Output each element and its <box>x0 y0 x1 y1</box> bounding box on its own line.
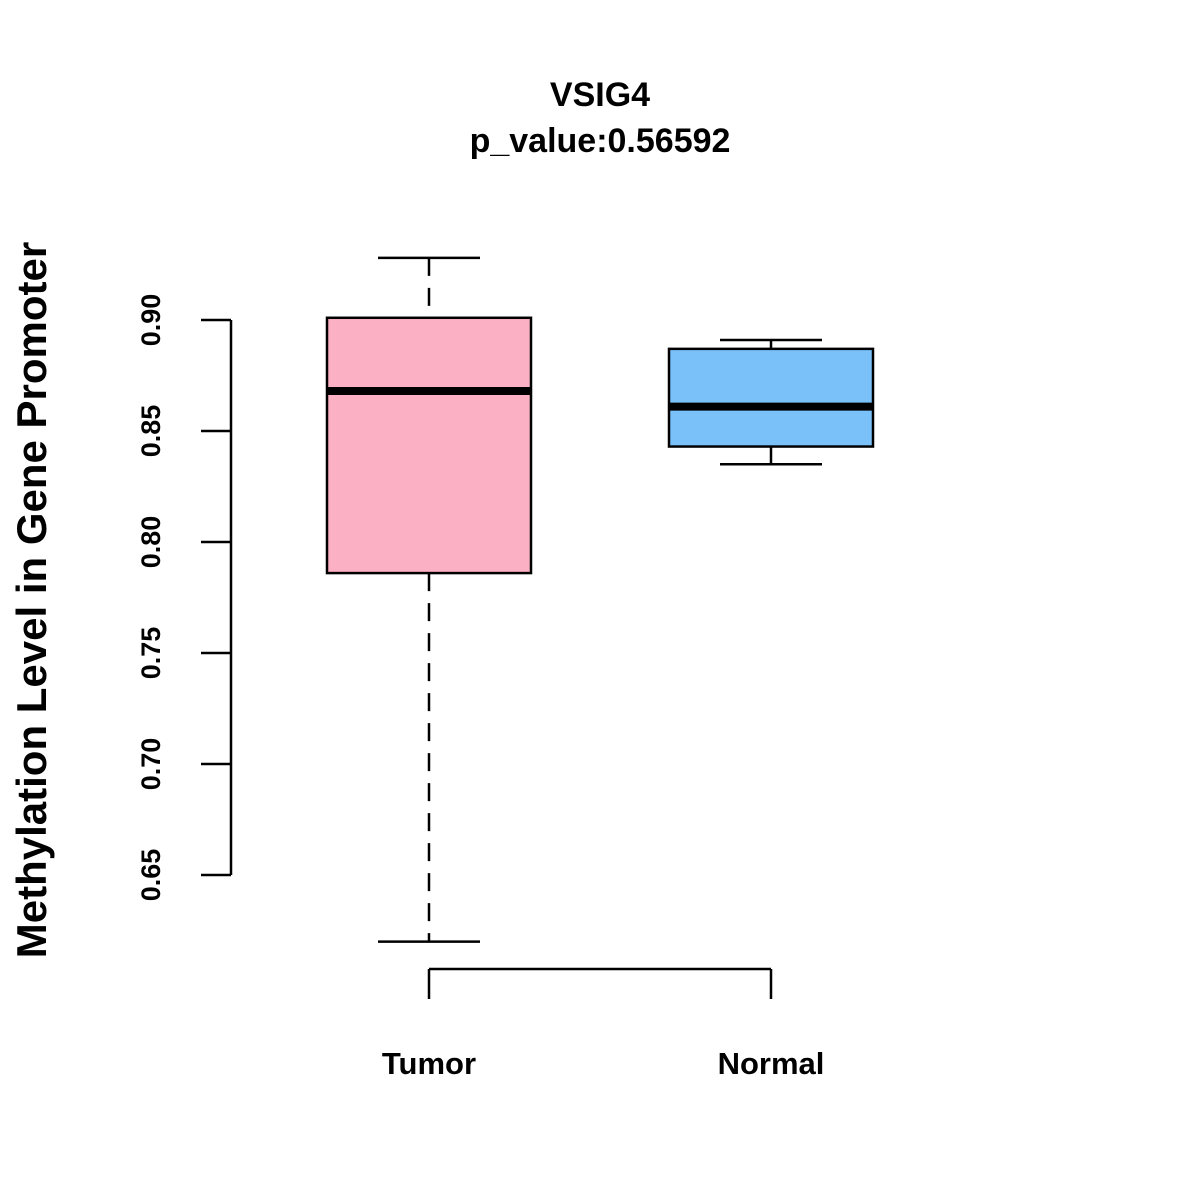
x-tick-label: Normal <box>718 1046 825 1081</box>
chart-subtitle: p_value:0.56592 <box>470 122 731 160</box>
x-axis: Tumor Normal <box>382 967 825 1081</box>
box-iqr <box>325 316 533 575</box>
x-tick-label: Tumor <box>382 1046 476 1081</box>
box-iqr <box>667 347 875 448</box>
y-tick-label: 0.80 <box>136 516 166 569</box>
y-axis-label: Methylation Level in Gene Promoter <box>8 242 55 958</box>
chart-title: VSIG4 <box>550 76 650 114</box>
boxes <box>325 256 875 943</box>
y-tick-label: 0.85 <box>136 405 166 458</box>
y-tick-label: 0.90 <box>136 294 166 347</box>
box-tumor <box>325 256 533 943</box>
y-tick-label: 0.70 <box>136 738 166 791</box>
box-normal <box>667 338 875 466</box>
y-tick-label: 0.75 <box>136 627 166 680</box>
y-axis: 0.65 0.70 0.75 0.80 0.85 0.90 <box>136 294 233 902</box>
y-tick-label: 0.65 <box>136 849 166 902</box>
